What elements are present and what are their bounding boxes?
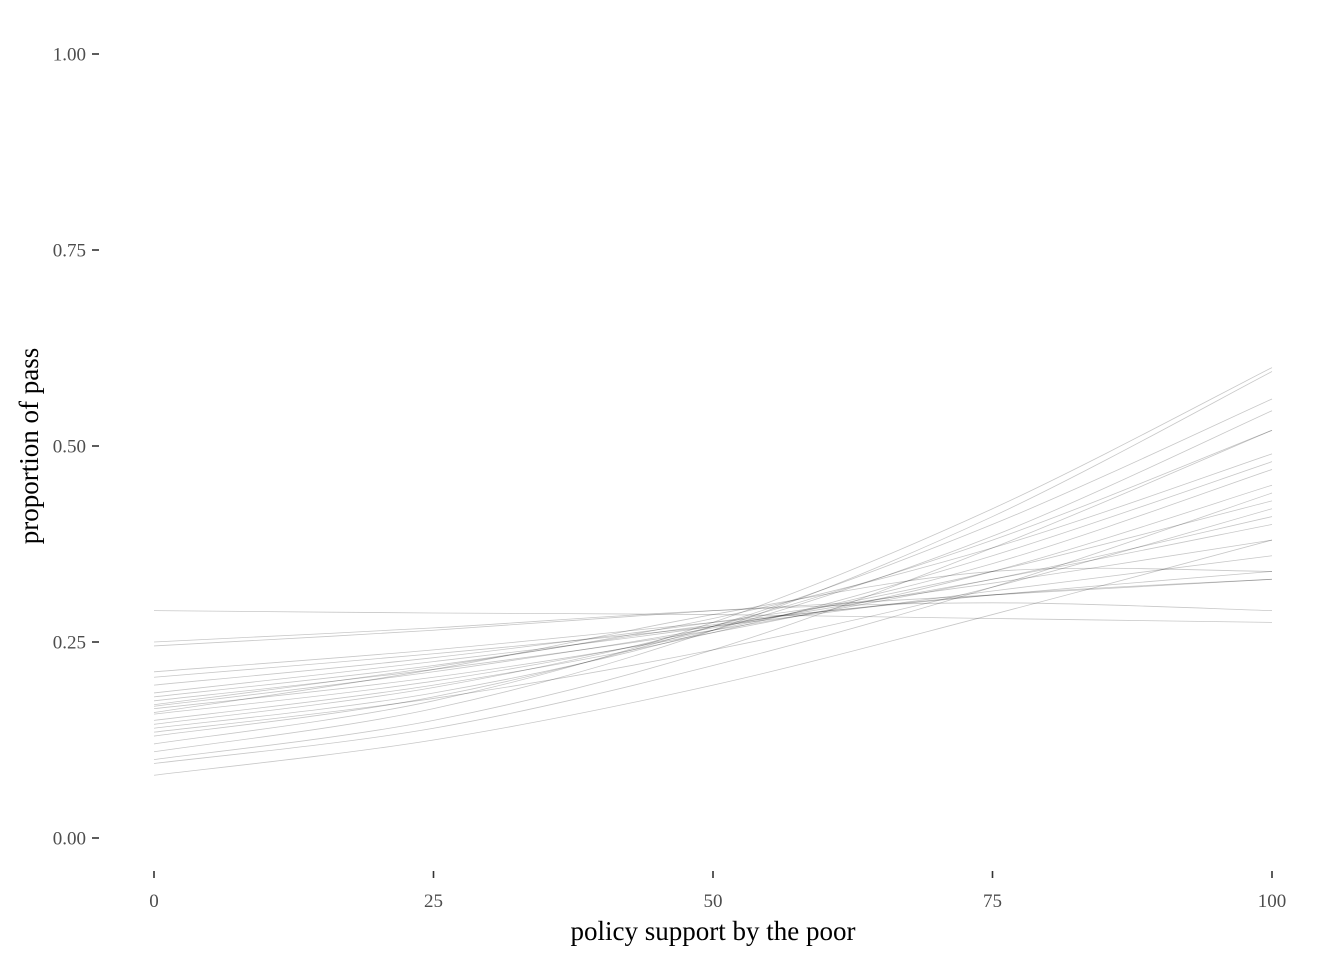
series-line-7 xyxy=(153,524,1273,694)
series-line-8 xyxy=(153,516,1273,702)
series-line-3 xyxy=(153,578,1273,647)
x-tick-label: 75 xyxy=(983,891,1002,912)
series-line-1 xyxy=(153,610,1273,623)
series-line-19 xyxy=(153,492,1273,764)
series-line-20 xyxy=(153,539,1273,776)
series-line-11 xyxy=(153,469,1273,715)
x-tick-label: 50 xyxy=(704,891,723,912)
series-line-9 xyxy=(153,500,1273,707)
x-axis-title: policy support by the poor xyxy=(571,916,856,946)
series-lines xyxy=(153,367,1273,776)
series-line-17 xyxy=(153,371,1273,753)
y-axis-title: proportion of pass xyxy=(14,348,44,544)
series-line-21 xyxy=(153,567,1273,713)
series-line-4 xyxy=(153,571,1273,673)
series-line-2 xyxy=(153,602,1273,643)
x-axis: 0 25 50 75 100 xyxy=(149,871,1286,912)
series-line-16 xyxy=(153,367,1273,745)
series-line-5 xyxy=(153,555,1273,678)
series-line-12 xyxy=(153,461,1273,721)
series-line-23 xyxy=(153,508,1273,733)
series-line-18 xyxy=(153,429,1273,760)
x-tick-label: 25 xyxy=(424,891,443,912)
series-line-24 xyxy=(153,453,1273,706)
series-line-13 xyxy=(153,429,1273,725)
y-tick-label: 0.50 xyxy=(53,437,86,458)
series-line-6 xyxy=(153,539,1273,686)
series-line-15 xyxy=(153,398,1273,737)
y-tick-label: 0.00 xyxy=(53,829,86,850)
series-line-22 xyxy=(153,578,1273,698)
series-line-14 xyxy=(153,410,1273,729)
y-axis: 0.00 0.25 0.50 0.75 1.00 xyxy=(53,45,99,850)
y-tick-label: 1.00 xyxy=(53,45,86,66)
y-tick-label: 0.75 xyxy=(53,241,86,262)
x-tick-label: 0 xyxy=(149,891,159,912)
y-tick-label: 0.25 xyxy=(53,633,86,654)
series-line-10 xyxy=(153,484,1273,710)
x-tick-label: 100 xyxy=(1258,891,1287,912)
